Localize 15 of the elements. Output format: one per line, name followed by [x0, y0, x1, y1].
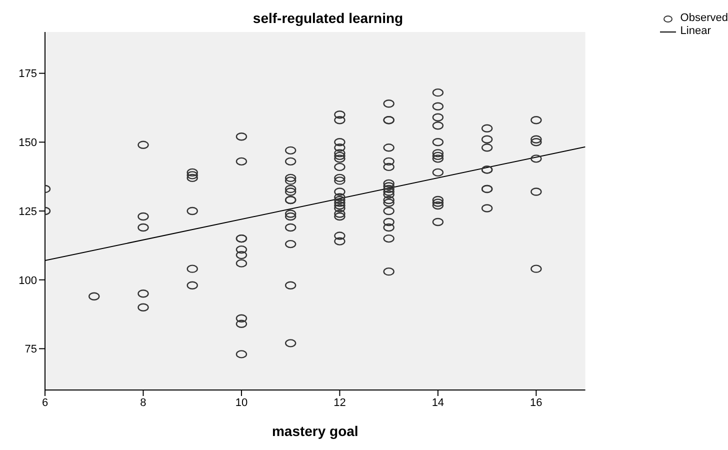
y-tick-label: 175 — [18, 68, 37, 80]
y-tick-label: 100 — [18, 274, 37, 287]
y-tick-label: 150 — [18, 137, 37, 150]
legend-label: Observed — [680, 12, 728, 25]
x-axis-title: mastery goal — [272, 423, 358, 439]
x-tick-label: 8 — [140, 396, 146, 409]
y-tick-label: 75 — [24, 344, 37, 356]
legend-label: Linear — [680, 25, 711, 38]
x-tick-label: 10 — [235, 396, 248, 409]
y-tick-label: 125 — [18, 206, 37, 218]
x-tick-label: 16 — [530, 396, 542, 409]
x-tick-label: 6 — [42, 396, 48, 409]
x-tick-label: 14 — [432, 396, 444, 409]
chart-title: self-regulated learning — [252, 10, 404, 26]
x-tick-label: 12 — [334, 396, 346, 409]
